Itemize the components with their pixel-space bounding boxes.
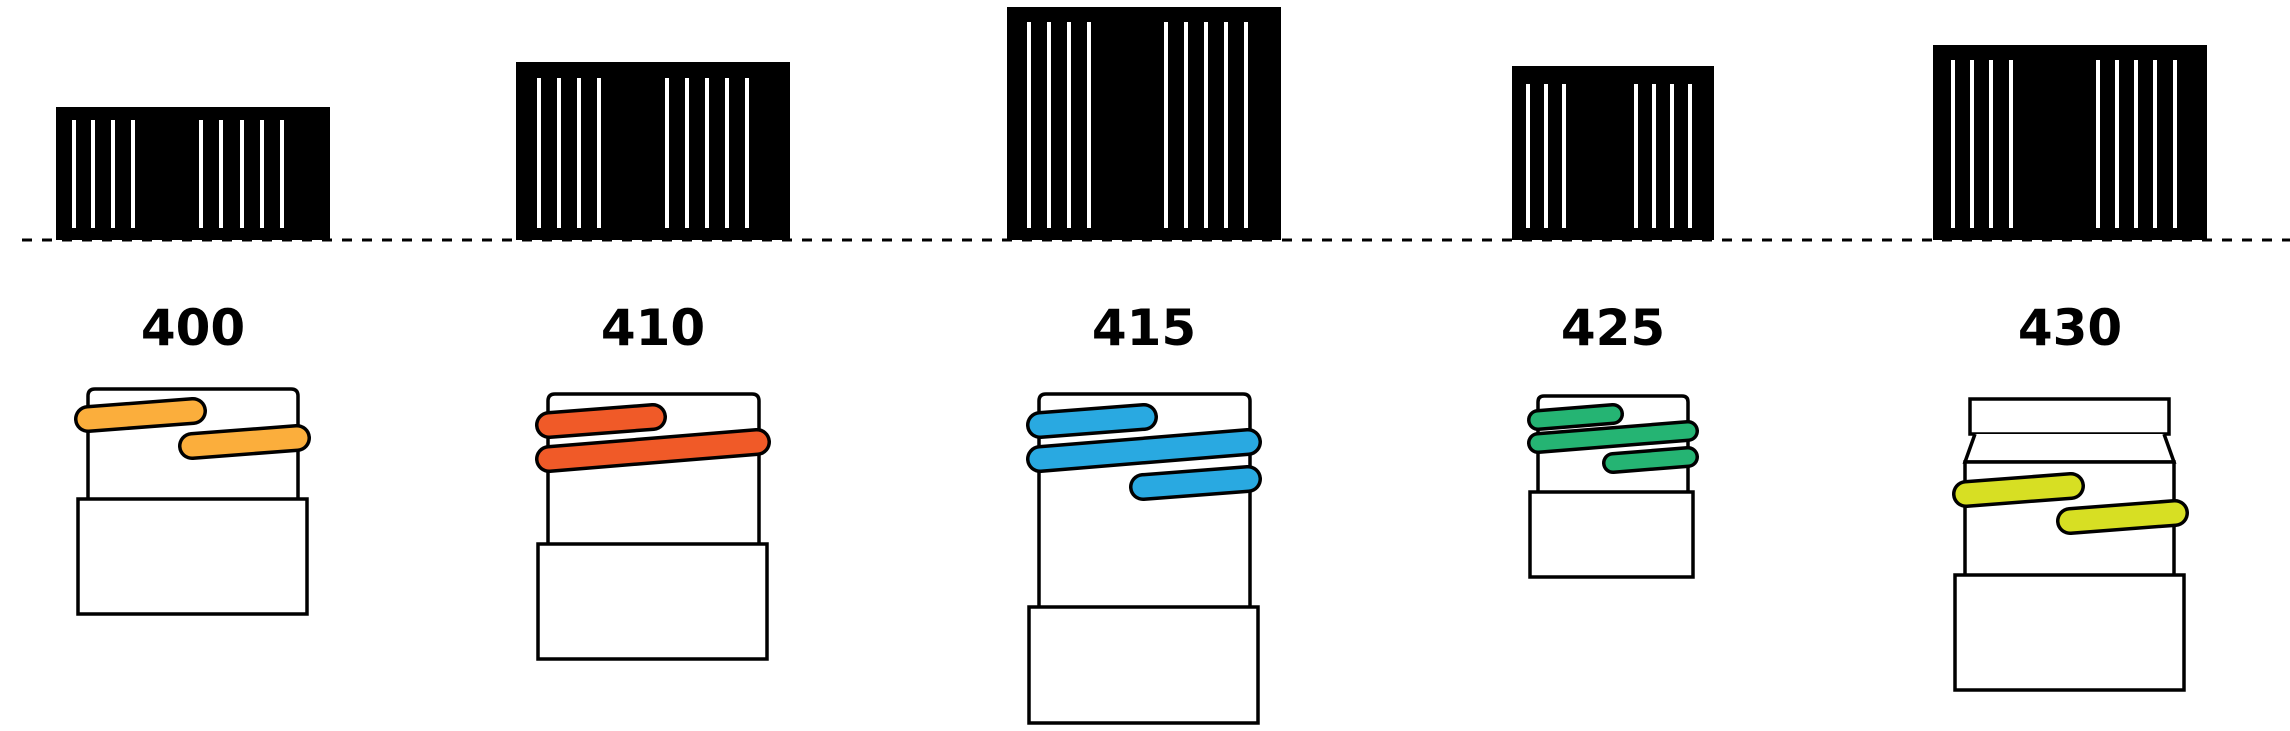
neck-illustration-400 <box>74 387 311 616</box>
neck-illustration-425 <box>1527 394 1699 579</box>
neck-illustration-415 <box>1026 392 1262 725</box>
finish-label-410: 410 <box>601 299 705 357</box>
finish-label-415: 415 <box>1092 299 1196 357</box>
finish-label-400: 400 <box>141 299 245 357</box>
finish-profile-410 <box>516 62 790 240</box>
finish-label-430: 430 <box>2018 299 2122 357</box>
neck-illustration-430 <box>1952 397 2189 692</box>
neck-illustration-410 <box>535 392 771 661</box>
finish-profile-415 <box>1007 7 1281 240</box>
finish-profile-400 <box>56 107 330 240</box>
finish-profile-430 <box>1933 45 2207 240</box>
finish-label-425: 425 <box>1561 299 1665 357</box>
finish-profile-425 <box>1512 66 1714 240</box>
